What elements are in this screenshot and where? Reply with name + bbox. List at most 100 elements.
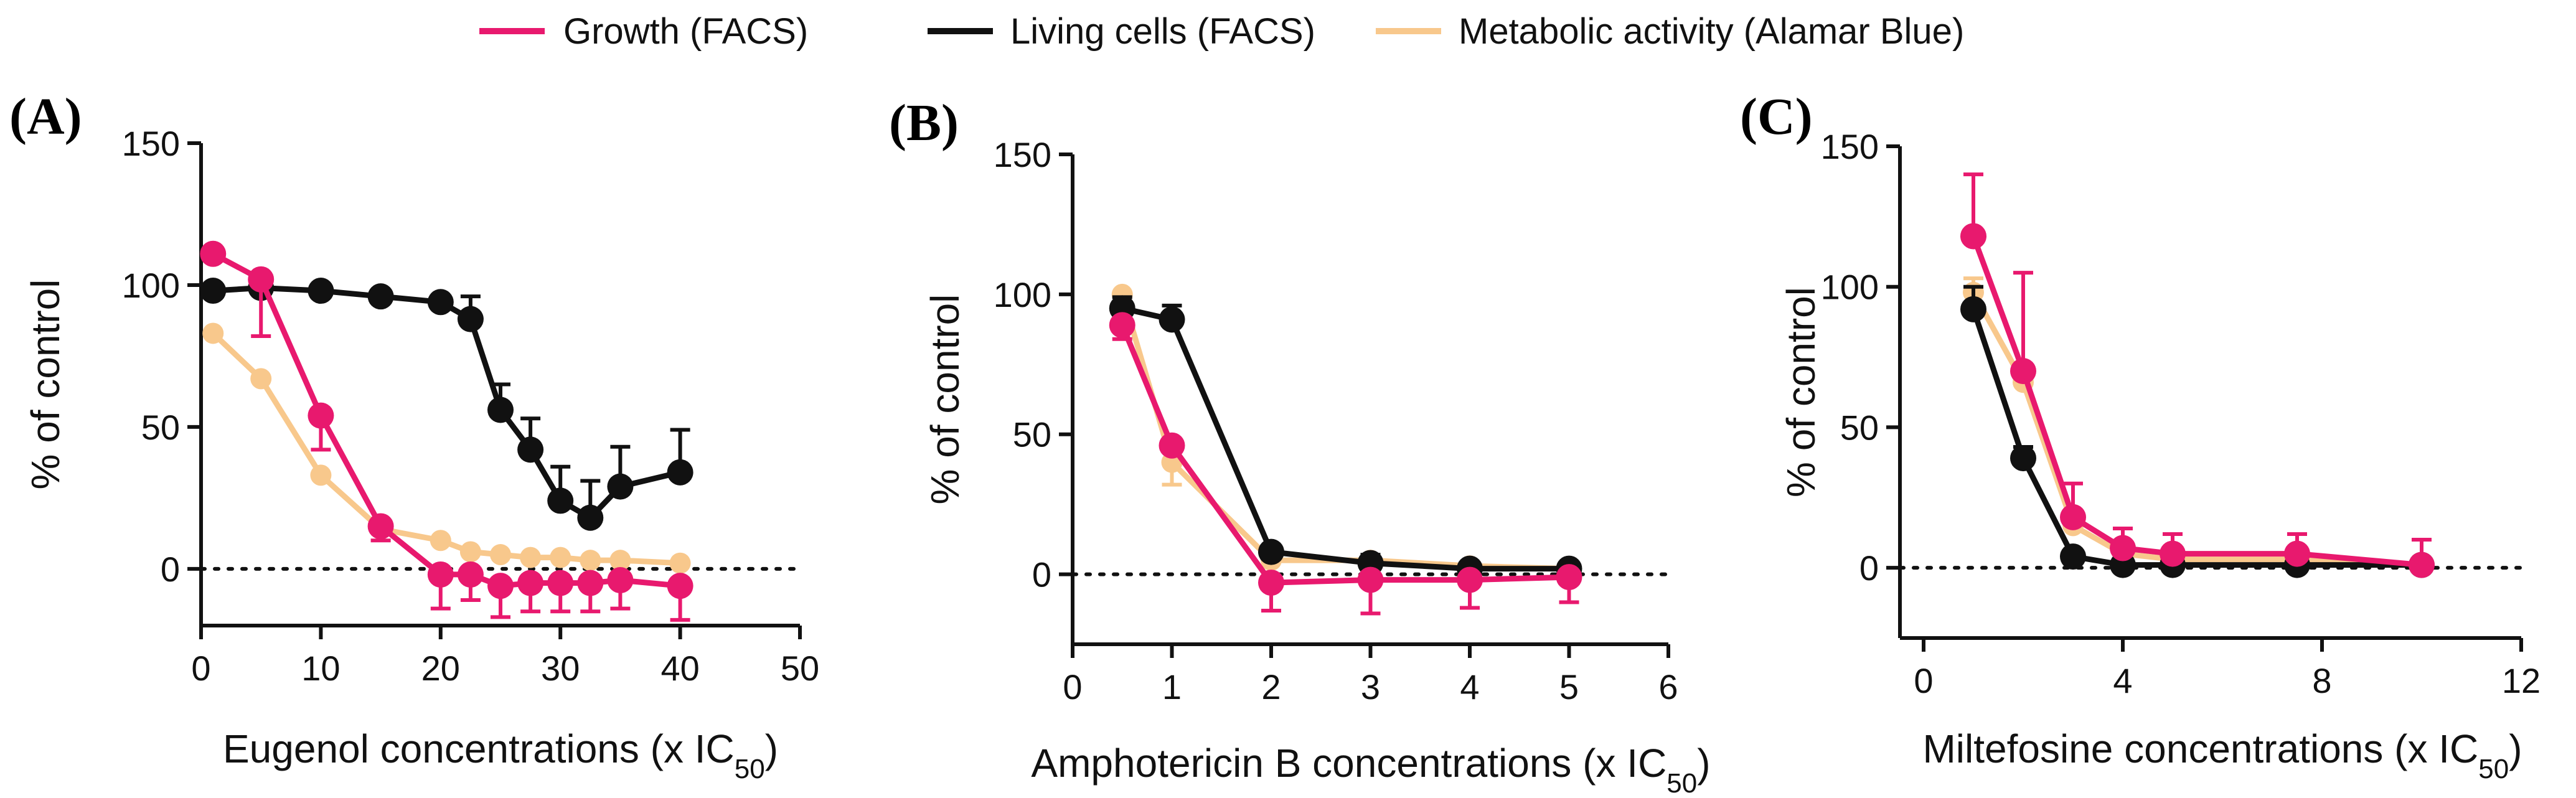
legend: Growth (FACS) Living cells (FACS) Metaboli… bbox=[479, 11, 1964, 52]
y-tick-label: 50 bbox=[1840, 408, 1879, 447]
series-line-living bbox=[1121, 305, 1569, 572]
series-living bbox=[1960, 284, 2435, 578]
data-point-growth bbox=[1457, 566, 1483, 593]
x-tick-label: 3 bbox=[1361, 667, 1380, 706]
x-axis-title-subscript: 50 bbox=[735, 754, 765, 784]
x-axis-title: Miltefosine concentrations (x IC50) bbox=[1922, 726, 2522, 784]
legend-label-living: Living cells (FACS) bbox=[1010, 11, 1315, 52]
x-tick-label: 20 bbox=[421, 649, 460, 688]
data-point-living bbox=[2010, 445, 2036, 472]
series-line-metabolic bbox=[211, 331, 680, 566]
x-axis-title: Eugenol concentrations (x IC50) bbox=[223, 726, 778, 784]
x-axis-title-subscript: 50 bbox=[1666, 768, 1697, 798]
data-point-metabolic bbox=[430, 530, 451, 552]
data-point-growth bbox=[2110, 535, 2136, 561]
y-tick-label: 50 bbox=[141, 408, 180, 447]
data-point-growth bbox=[577, 570, 604, 596]
data-point-growth bbox=[200, 240, 227, 267]
x-tick-label: 8 bbox=[2312, 661, 2331, 700]
y-tick-label: 0 bbox=[1859, 548, 1879, 588]
series-living bbox=[1109, 295, 1582, 582]
x-tick-label: 5 bbox=[1559, 667, 1579, 706]
data-point-living bbox=[667, 459, 693, 486]
series-growth bbox=[200, 240, 693, 622]
data-point-metabolic bbox=[609, 550, 631, 571]
y-tick-label: 0 bbox=[1032, 555, 1051, 594]
data-point-growth bbox=[517, 570, 544, 596]
series-growth bbox=[1109, 312, 1582, 616]
data-point-metabolic bbox=[669, 552, 691, 574]
data-point-growth bbox=[1159, 432, 1185, 459]
data-point-growth bbox=[427, 561, 454, 588]
data-point-living bbox=[367, 283, 394, 310]
data-point-living bbox=[427, 289, 454, 316]
data-point-growth bbox=[367, 513, 394, 540]
data-point-living bbox=[607, 473, 634, 500]
data-point-growth bbox=[1357, 566, 1384, 593]
y-tick-label: 150 bbox=[994, 135, 1051, 174]
y-axis-title: % of control bbox=[23, 279, 68, 490]
x-axis-title: Amphotericin B concentrations (x IC50) bbox=[1031, 741, 1710, 798]
x-tick-label: 0 bbox=[1914, 661, 1933, 700]
y-tick-label: 50 bbox=[1013, 415, 1051, 454]
data-point-living bbox=[577, 504, 604, 531]
data-point-metabolic bbox=[459, 541, 481, 563]
data-point-living bbox=[1258, 538, 1284, 565]
x-tick-label: 4 bbox=[1460, 667, 1479, 706]
x-tick-label: 12 bbox=[2502, 661, 2541, 700]
data-point-metabolic bbox=[310, 464, 332, 486]
data-point-metabolic bbox=[520, 547, 542, 568]
series-line-growth bbox=[1970, 235, 2422, 568]
data-point-living bbox=[457, 306, 484, 332]
y-axis-title: % of control bbox=[923, 294, 967, 505]
data-point-growth bbox=[1960, 223, 1986, 250]
x-tick-label: 6 bbox=[1658, 667, 1678, 706]
series-line-growth bbox=[1119, 324, 1569, 586]
series-line-metabolic bbox=[1119, 293, 1569, 572]
data-point-growth bbox=[487, 573, 514, 599]
data-point-metabolic bbox=[490, 544, 511, 566]
y-tick-label: 100 bbox=[122, 266, 180, 305]
x-tick-label: 30 bbox=[541, 649, 580, 688]
data-point-living bbox=[1159, 306, 1185, 333]
data-point-metabolic bbox=[550, 547, 571, 568]
x-tick-label: 4 bbox=[2113, 661, 2132, 700]
y-tick-label: 150 bbox=[122, 124, 180, 163]
data-point-growth bbox=[607, 567, 634, 594]
data-point-growth bbox=[547, 570, 574, 596]
panel-label: (B) bbox=[889, 94, 959, 152]
data-point-living bbox=[1960, 296, 1986, 322]
data-point-living bbox=[2060, 543, 2086, 570]
panel-3: (C) 0 50 100 150 0 4 8 12 % of control Miltefosine… bbox=[1740, 88, 2541, 784]
data-point-growth bbox=[1556, 564, 1582, 591]
x-tick-label: 50 bbox=[781, 649, 819, 688]
series-metabolic bbox=[1111, 283, 1580, 580]
data-point-growth bbox=[248, 266, 275, 293]
legend-label-metabolic: Metabolic activity (Alamar Blue) bbox=[1459, 11, 1964, 52]
y-tick-label: 150 bbox=[1821, 127, 1879, 166]
data-point-growth bbox=[2010, 358, 2036, 385]
data-point-growth bbox=[2284, 540, 2310, 567]
x-tick-label: 1 bbox=[1162, 667, 1182, 706]
y-axis-title: % of control bbox=[1779, 287, 1823, 497]
data-point-living bbox=[200, 278, 227, 304]
x-tick-label: 0 bbox=[1063, 667, 1082, 706]
panel-2: (B) 0 50 100 150 0 1 2 3 4 5 6 % of control Amphoteri… bbox=[889, 94, 1711, 798]
data-point-metabolic bbox=[202, 322, 224, 344]
series-metabolic bbox=[1963, 276, 2432, 576]
data-point-growth bbox=[308, 402, 334, 429]
data-point-growth bbox=[2409, 552, 2435, 578]
panel-label: (C) bbox=[1740, 88, 1813, 146]
y-tick-label: 0 bbox=[161, 550, 180, 589]
data-point-growth bbox=[2060, 504, 2086, 530]
legend-label-growth: Growth (FACS) bbox=[563, 11, 808, 52]
data-point-metabolic bbox=[250, 368, 272, 390]
data-point-living bbox=[547, 487, 574, 514]
data-point-growth bbox=[667, 573, 693, 599]
data-point-growth bbox=[2160, 540, 2186, 567]
x-tick-label: 2 bbox=[1261, 667, 1281, 706]
data-point-living bbox=[308, 278, 334, 304]
y-tick-label: 100 bbox=[1821, 268, 1879, 307]
